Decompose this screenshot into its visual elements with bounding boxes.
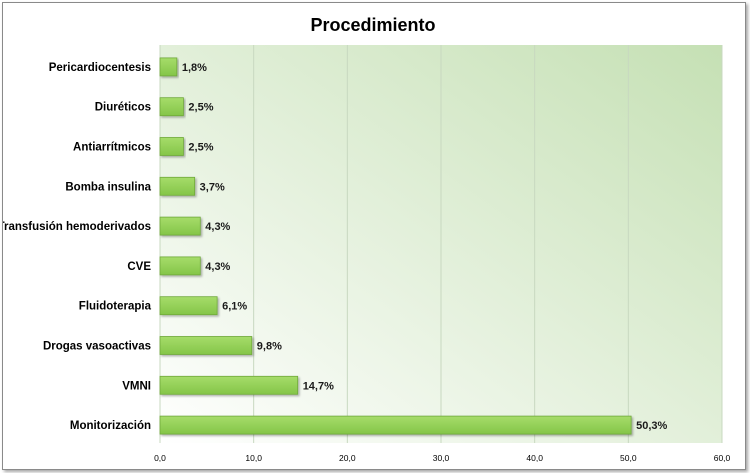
data-label: 3,7% [200,181,225,193]
data-label: 4,3% [205,261,230,273]
bar [159,375,299,395]
data-label: 1,8% [182,62,207,74]
category-label: CVE [127,261,151,273]
x-tick-label: 30,0 [433,453,450,463]
x-tick-label: 50,0 [620,453,637,463]
bars: 1,8% 2,5% 2,5% 3,7% 4,3% 4,3% 6,1% 9,8% 14,7% 50,… [159,57,668,435]
bar [159,256,201,276]
category-label: Antiarrítmicos [73,142,151,154]
data-label: 14,7% [303,380,334,392]
category-label: Bomba insulina [65,181,151,193]
x-tick-label: 10,0 [245,453,262,463]
bar [159,97,184,117]
x-tick-label: 40,0 [526,453,543,463]
chart-title: Procedimiento [310,15,435,35]
category-label: Monitorización [70,420,151,432]
data-label: 2,5% [188,142,213,154]
data-label: 50,3% [636,420,667,432]
data-label: 4,3% [205,221,230,233]
category-label: Transfusión hemoderivados [3,221,151,233]
category-label: Drogas vasoactivas [43,341,151,353]
bar-chart: Procedimiento 1,8% 2,5% 2,5% 3,7% 4,3% 4,3% 6,… [3,15,731,463]
data-label: 6,1% [222,301,247,313]
x-tick-label: 0,0 [154,453,166,463]
bar [159,137,184,156]
x-tick-label: 20,0 [339,453,356,463]
category-label: Fluidoterapia [79,301,152,313]
bar [159,415,632,435]
x-axis-ticks: 0,0 10,0 20,0 30,0 40,0 50,0 60,0 [154,453,730,463]
bar [159,216,201,236]
x-tick-label: 60,0 [714,453,731,463]
category-label: Pericardiocentesis [49,62,151,74]
category-label: VMNI [122,380,151,392]
category-labels: Pericardiocentesis Diuréticos Antiarrítmic… [3,62,152,432]
data-label: 2,5% [188,102,213,114]
bar [159,336,253,355]
bar [159,57,178,77]
bar [159,296,218,316]
category-label: Diuréticos [95,102,151,114]
data-label: 9,8% [257,341,282,353]
bar [159,176,196,196]
